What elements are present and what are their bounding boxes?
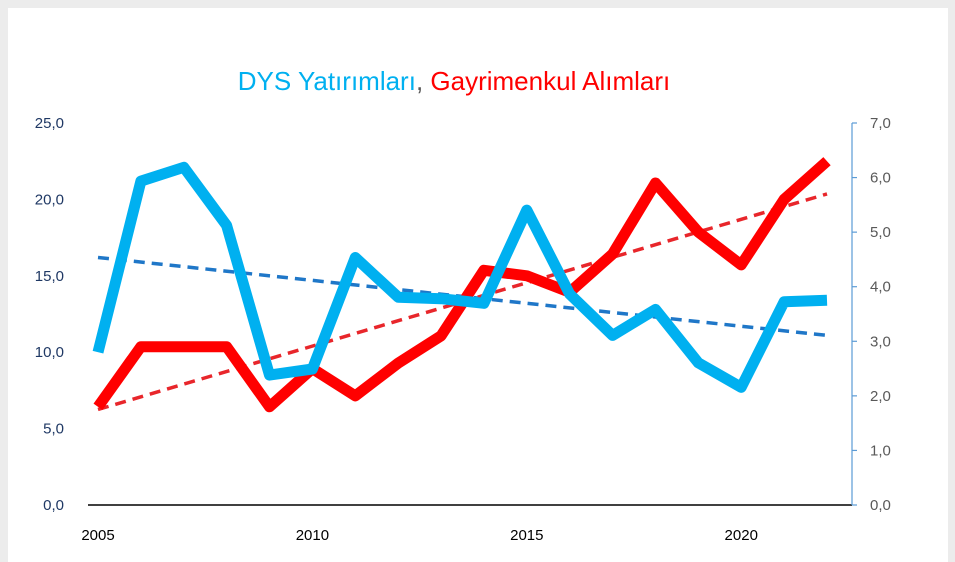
axes-layer: 0,0 5,0 10,0 15,0 20,0 25,0 0,0 1,0 2,0 3,0 4,0 5,0… <box>35 115 891 544</box>
right-tick-label: 4,0 <box>870 279 891 296</box>
left-tick-label: 25,0 <box>35 115 64 132</box>
dys-series-line <box>92 161 828 393</box>
chart-title: DYS Yatırımları, Gayrimenkul Alımları <box>238 66 671 96</box>
right-tick-label: 1,0 <box>870 442 891 459</box>
right-tick-label: 6,0 <box>870 170 891 187</box>
series-layer <box>92 157 831 413</box>
chart-frame: DYS Yatırımları, Gayrimenkul Alımları 0,… <box>8 8 948 562</box>
x-tick-label: 2015 <box>510 527 543 544</box>
left-tick-label: 15,0 <box>35 268 64 285</box>
chart-svg: DYS Yatırımları, Gayrimenkul Alımları 0,… <box>35 66 891 544</box>
left-tick-label: 20,0 <box>35 191 64 208</box>
right-tick-label: 7,0 <box>870 115 891 132</box>
chart-title-separator: , <box>416 66 430 96</box>
left-tick-label: 10,0 <box>35 344 64 361</box>
right-tick-label: 2,0 <box>870 388 891 405</box>
right-tick-label: 5,0 <box>870 224 891 241</box>
chart-title-dys: DYS Yatırımları <box>238 66 416 96</box>
x-tick-label: 2005 <box>81 527 114 544</box>
right-tick-label: 0,0 <box>870 497 891 514</box>
x-tick-label: 2010 <box>296 527 329 544</box>
right-tick-label: 3,0 <box>870 333 891 350</box>
x-tick-label: 2020 <box>725 527 758 544</box>
chart-title-gayrimenkul: Gayrimenkul Alımları <box>430 66 670 96</box>
left-tick-label: 5,0 <box>43 421 64 438</box>
left-tick-label: 0,0 <box>43 497 64 514</box>
